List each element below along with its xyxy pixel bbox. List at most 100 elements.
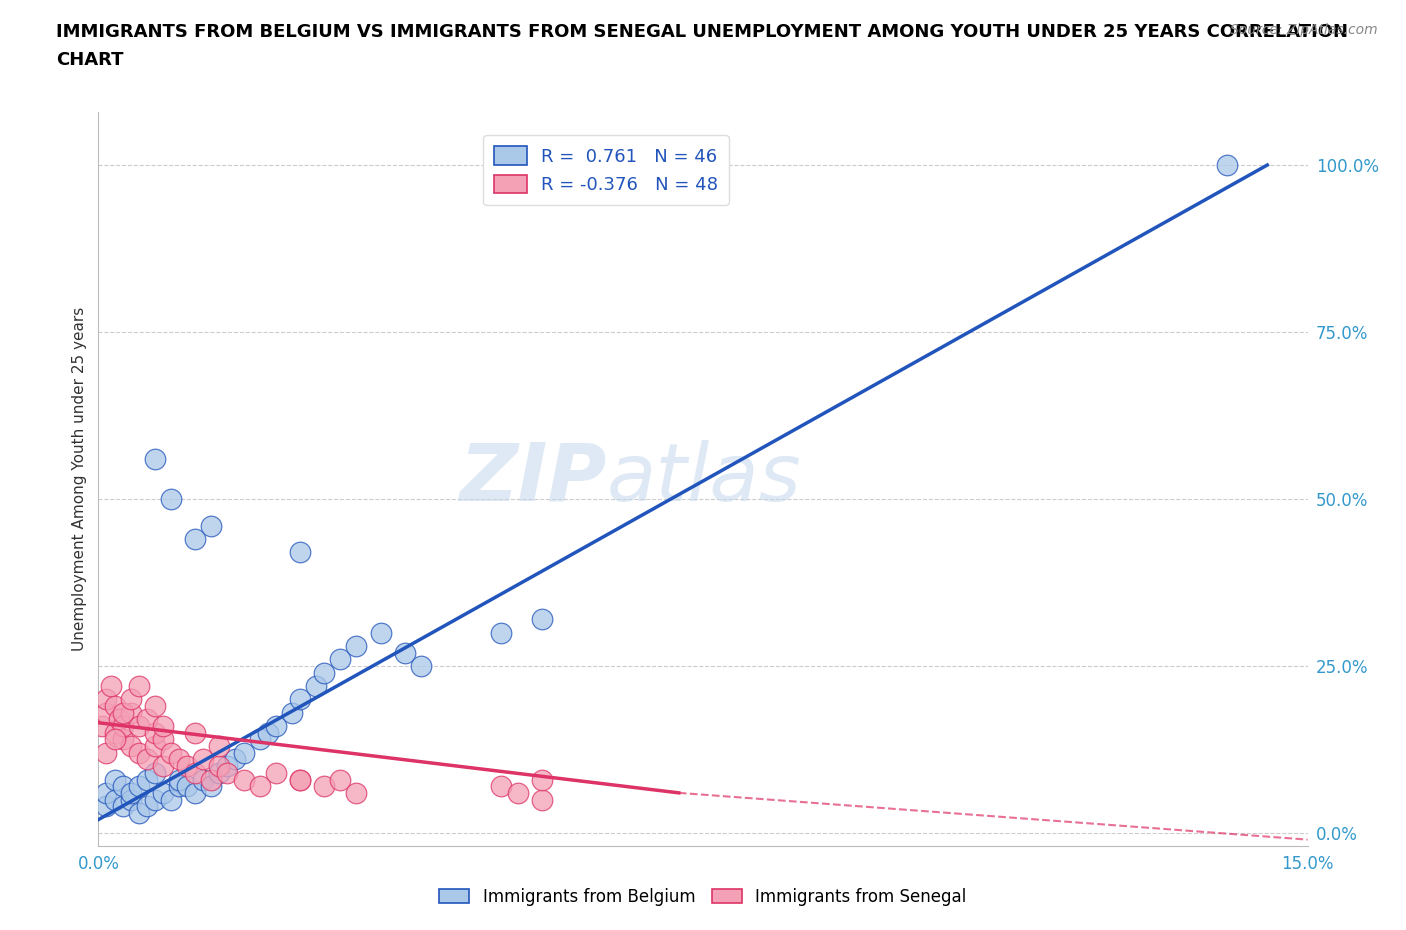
Point — [184, 532, 207, 547]
Point — [344, 786, 367, 801]
Point — [107, 712, 129, 727]
Point — [232, 772, 254, 787]
Point — [96, 692, 118, 707]
Point — [217, 759, 239, 774]
Point — [491, 625, 513, 640]
Point — [249, 732, 271, 747]
Legend: Immigrants from Belgium, Immigrants from Senegal: Immigrants from Belgium, Immigrants from… — [433, 881, 973, 912]
Point — [143, 738, 166, 753]
Point — [143, 698, 166, 713]
Point — [160, 792, 183, 807]
Point — [152, 719, 174, 734]
Point — [288, 545, 311, 560]
Point — [96, 705, 118, 720]
Point — [193, 752, 215, 767]
Text: atlas: atlas — [606, 440, 801, 518]
Point — [176, 778, 198, 793]
Point — [135, 712, 157, 727]
Point — [314, 665, 336, 680]
Point — [152, 759, 174, 774]
Point — [394, 645, 416, 660]
Point — [103, 725, 125, 740]
Point — [184, 765, 207, 780]
Point — [111, 799, 134, 814]
Point — [96, 786, 118, 801]
Point — [217, 765, 239, 780]
Point — [232, 745, 254, 760]
Point — [103, 772, 125, 787]
Point — [256, 725, 278, 740]
Point — [111, 705, 134, 720]
Point — [120, 705, 142, 720]
Legend: R =  0.761   N = 46, R = -0.376   N = 48: R = 0.761 N = 46, R = -0.376 N = 48 — [484, 136, 730, 205]
Point — [370, 625, 392, 640]
Point — [128, 805, 150, 820]
Point — [111, 778, 134, 793]
Point — [120, 792, 142, 807]
Point — [329, 772, 352, 787]
Point — [249, 778, 271, 793]
Point — [143, 792, 166, 807]
Point — [329, 652, 352, 667]
Point — [208, 759, 231, 774]
Point — [103, 698, 125, 713]
Point — [143, 451, 166, 466]
Point — [264, 719, 287, 734]
Point — [100, 679, 122, 694]
Point — [193, 772, 215, 787]
Point — [491, 778, 513, 793]
Point — [128, 679, 150, 694]
Point — [1216, 157, 1239, 172]
Point — [314, 778, 336, 793]
Point — [167, 778, 190, 793]
Point — [120, 692, 142, 707]
Point — [530, 792, 553, 807]
Point — [128, 778, 150, 793]
Point — [208, 738, 231, 753]
Point — [281, 705, 304, 720]
Point — [120, 738, 142, 753]
Point — [409, 658, 432, 673]
Point — [200, 518, 222, 533]
Point — [152, 786, 174, 801]
Point — [530, 612, 553, 627]
Point — [208, 765, 231, 780]
Point — [305, 679, 328, 694]
Point — [160, 745, 183, 760]
Point — [111, 732, 134, 747]
Point — [128, 719, 150, 734]
Point — [128, 745, 150, 760]
Point — [120, 786, 142, 801]
Point — [91, 719, 114, 734]
Point — [96, 745, 118, 760]
Point — [200, 778, 222, 793]
Text: Source: ZipAtlas.com: Source: ZipAtlas.com — [1230, 23, 1378, 37]
Point — [167, 752, 190, 767]
Point — [176, 759, 198, 774]
Text: CHART: CHART — [56, 51, 124, 69]
Point — [96, 799, 118, 814]
Point — [288, 772, 311, 787]
Point — [184, 725, 207, 740]
Point — [143, 725, 166, 740]
Point — [143, 765, 166, 780]
Point — [530, 772, 553, 787]
Point — [288, 692, 311, 707]
Text: IMMIGRANTS FROM BELGIUM VS IMMIGRANTS FROM SENEGAL UNEMPLOYMENT AMONG YOUTH UNDE: IMMIGRANTS FROM BELGIUM VS IMMIGRANTS FR… — [56, 23, 1348, 41]
Point — [344, 639, 367, 654]
Point — [224, 752, 246, 767]
Point — [135, 752, 157, 767]
Point — [288, 772, 311, 787]
Point — [264, 765, 287, 780]
Point — [506, 786, 529, 801]
Point — [200, 772, 222, 787]
Point — [135, 772, 157, 787]
Y-axis label: Unemployment Among Youth under 25 years: Unemployment Among Youth under 25 years — [72, 307, 87, 651]
Point — [103, 792, 125, 807]
Point — [160, 492, 183, 507]
Point — [184, 786, 207, 801]
Point — [152, 732, 174, 747]
Text: ZIP: ZIP — [458, 440, 606, 518]
Point — [167, 772, 190, 787]
Point — [111, 719, 134, 734]
